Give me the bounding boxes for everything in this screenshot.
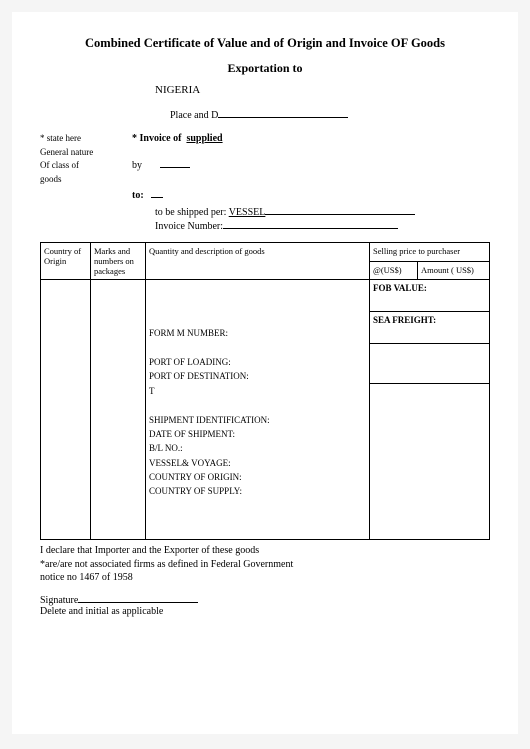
th-marks: Marks and numbers on packages — [91, 243, 146, 280]
th-amount: Amount ( US$) — [418, 261, 490, 280]
cell-country — [41, 280, 91, 540]
goods-table: Country of Origin Marks and numbers on p… — [40, 242, 490, 540]
cell-marks — [91, 280, 146, 540]
cell-sea: SEA FREIGHT: — [370, 312, 490, 344]
th-price: Selling price to purchaser — [370, 243, 490, 262]
country-name: NIGERIA — [155, 84, 490, 96]
pod-line: PORT OF DESTINATION: — [149, 369, 366, 383]
document-page: Combined Certificate of Value and of Ori… — [12, 12, 518, 734]
by-label: by — [132, 160, 142, 171]
to-label: to: — [132, 190, 490, 201]
th-country: Country of Origin — [41, 243, 91, 280]
supplied-text: supplied — [186, 133, 222, 144]
by-row: Of class of by — [40, 160, 490, 171]
invoice-of-block: * Invoice of supplied — [132, 133, 223, 144]
decl-line-2: *are/are not associated firms as defined… — [40, 558, 490, 572]
ship-label: to be shipped per: — [155, 207, 226, 218]
shipid-line: SHIPMENT IDENTIFICATION: — [149, 413, 366, 427]
invoice-of-label: * Invoice of — [132, 133, 181, 144]
table-row: FORM M NUMBER: PORT OF LOADING: PORT OF … — [41, 280, 490, 312]
pol-line: PORT OF LOADING: — [149, 355, 366, 369]
general-nature-row: General nature — [40, 147, 490, 157]
cell-blank2 — [370, 384, 490, 540]
th-desc: Quantity and description of goods — [146, 243, 370, 280]
dos-line: DATE OF SHIPMENT: — [149, 427, 366, 441]
decl-line-1: I declare that Importer and the Exporter… — [40, 544, 490, 558]
invno-label: Invoice Number: — [155, 221, 223, 232]
cell-fob: FOB VALUE: — [370, 280, 490, 312]
cos-line: COUNTRY OF SUPPLY: — [149, 484, 366, 498]
place-date-line: Place and D — [170, 110, 490, 121]
invoice-of-row: * state here * Invoice of supplied — [40, 133, 490, 144]
declaration: I declare that Importer and the Exporter… — [40, 544, 490, 585]
coo-line: COUNTRY OF ORIGIN: — [149, 470, 366, 484]
note-line-1: * state here — [40, 133, 132, 144]
cell-description: FORM M NUMBER: PORT OF LOADING: PORT OF … — [146, 280, 370, 540]
bl-line: B/L NO.: — [149, 441, 366, 455]
shipped-per-line: to be shipped per: VESSEL — [155, 207, 490, 218]
goods-row: goods — [40, 174, 490, 184]
note-line-3: Of class of — [40, 160, 132, 171]
formm-line: FORM M NUMBER: — [149, 326, 366, 340]
decl-line-3: notice no 1467 of 1958 — [40, 571, 490, 585]
table-header-row: Country of Origin Marks and numbers on p… — [41, 243, 490, 262]
place-label: Place and D — [170, 110, 218, 121]
delete-initial-label: Delete and initial as applicable — [40, 606, 490, 617]
t-line: T — [149, 384, 366, 398]
signature-block: Signature Delete and initial as applicab… — [40, 595, 490, 617]
note-line-4: goods — [40, 174, 132, 184]
vv-line: VESSEL& VOYAGE: — [149, 456, 366, 470]
subtitle: Exportation to — [40, 61, 490, 76]
ship-value: VESSEL — [229, 207, 266, 218]
note-line-2: General nature — [40, 147, 132, 157]
signature-label: Signature — [40, 595, 78, 606]
main-title: Combined Certificate of Value and of Ori… — [40, 36, 490, 51]
invoice-number-line: Invoice Number: — [155, 221, 490, 232]
cell-blank1 — [370, 344, 490, 384]
th-unit: @(US$) — [370, 261, 418, 280]
